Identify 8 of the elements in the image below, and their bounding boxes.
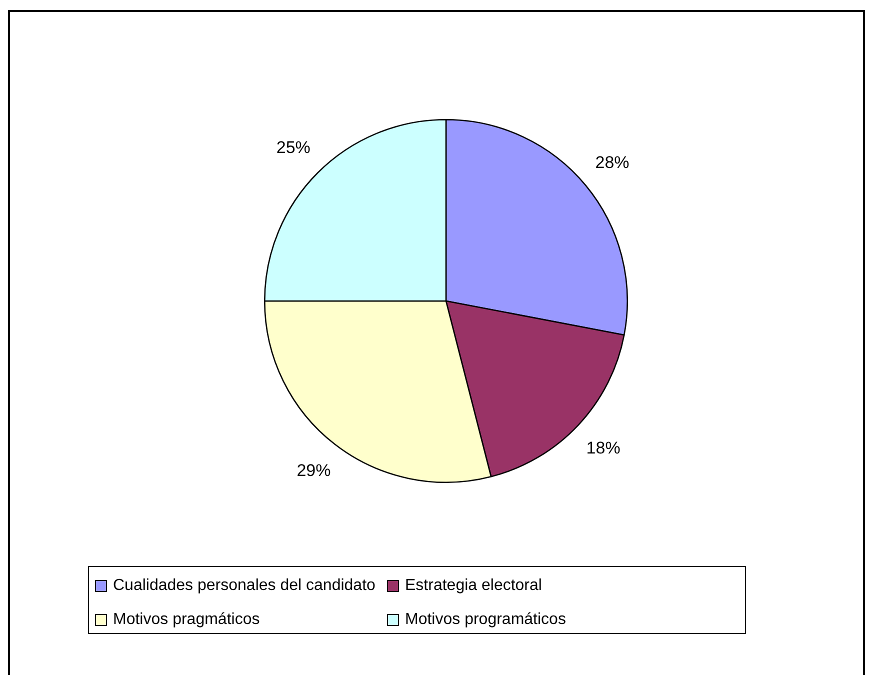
legend-label: Estrategia electoral [405,577,542,595]
data-label: 28% [595,153,630,172]
data-label: 18% [586,438,620,458]
data-label: 29% [296,461,331,480]
data-label: 25% [276,138,310,158]
legend-label: Motivos programáticos [405,611,566,629]
legend-label: Motivos pragmáticos [113,611,260,629]
legend-label: Cualidades personales del candidato [113,577,376,595]
